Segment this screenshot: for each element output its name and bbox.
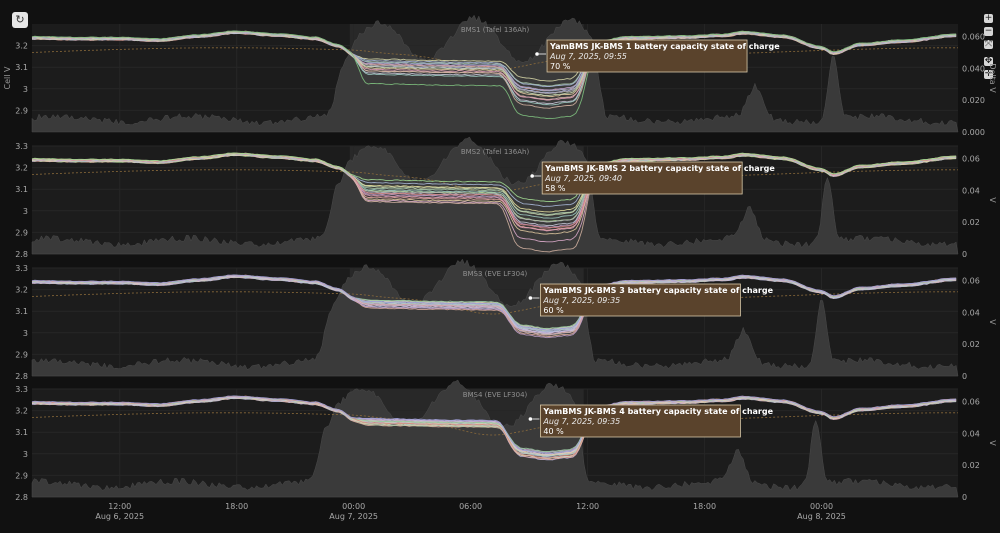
cell-voltage-line — [31, 30, 957, 119]
left-axis-title: Cell V — [3, 66, 12, 89]
tooltip-value: 58 % — [545, 184, 566, 193]
x-tick-label: 18:00 — [693, 502, 716, 511]
tooltip-marker — [535, 52, 539, 56]
y2-tick-label: 0.06 — [962, 277, 980, 286]
y-tick-label: 3 — [23, 450, 28, 459]
tooltip-value: 40 % — [543, 427, 564, 436]
y-tick-label: 3.1 — [15, 63, 28, 72]
x-tick-label: 00:00 — [342, 502, 365, 511]
y-tick-label: 3.3 — [15, 385, 28, 394]
y-tick-label: 2.8 — [15, 250, 28, 259]
y2-tick-label: 0.04 — [962, 308, 980, 317]
move-button[interactable]: ✛ — [984, 69, 993, 79]
reset-zoom-button[interactable]: ↻ — [12, 12, 28, 28]
y2-tick-label: 0 — [962, 493, 967, 502]
right-axis-title: V — [988, 319, 997, 325]
panel-title: BMS1 (Tafel 136Ah) — [461, 26, 530, 34]
tooltip-title: YamBMS JK-BMS 4 battery capacity state o… — [542, 407, 773, 416]
cell-voltage-line — [31, 395, 957, 454]
y-tick-label: 3 — [23, 207, 28, 216]
y-tick-label: 3.3 — [15, 264, 28, 273]
bms-panel: 2.8 2.9 3 3.1 3.2 3.3 0 0.02 0.04 0.06 BMS3 (EVE L… — [15, 258, 997, 381]
tooltip-time: Aug 7, 2025, 09:55 — [549, 52, 627, 61]
bms-panel: 2.8 2.9 3 3.1 3.2 3.3 0 0.02 0.04 0.06 BMS4 (EVE L… — [15, 379, 997, 502]
y-tick-label: 3.2 — [15, 407, 28, 416]
y2-tick-label: 0.06 — [962, 398, 980, 407]
tooltip-title: YamBMS JK-BMS 3 battery capacity state o… — [542, 286, 773, 295]
cell-voltage-line — [31, 274, 957, 331]
y-tick-label: 3 — [23, 85, 28, 94]
y-tick-label: 2.9 — [15, 228, 28, 237]
y-tick-label: 2.8 — [15, 372, 28, 381]
y2-tick-label: 0.02 — [962, 340, 980, 349]
tooltip-marker — [528, 417, 533, 421]
y-tick-label: 3.2 — [15, 42, 28, 51]
y2-tick-label: 0.000 — [962, 128, 985, 137]
tooltip-time: Aug 7, 2025, 09:40 — [544, 174, 622, 183]
y-tick-label: 2.9 — [15, 106, 28, 115]
y2-tick-label: 0.02 — [962, 218, 980, 227]
tooltip-value: 60 % — [543, 306, 564, 315]
y-tick-label: 2.9 — [15, 471, 28, 480]
y-tick-label: 3.3 — [15, 142, 28, 151]
y-tick-label: 3.1 — [15, 307, 28, 316]
y2-tick-label: 0.04 — [962, 186, 980, 195]
tooltip-marker — [530, 174, 534, 178]
zoom-out-button[interactable]: − — [984, 26, 993, 36]
right-axis-title: Delta V — [988, 63, 997, 93]
right-axis-title: V — [988, 197, 997, 203]
tooltip-box — [546, 39, 748, 73]
y2-tick-label: 0.06 — [962, 155, 980, 164]
y-tick-label: 3.2 — [15, 286, 28, 295]
y-tick-label: 3.1 — [15, 428, 28, 437]
tooltip-time: Aug 7, 2025, 09:35 — [542, 296, 620, 305]
delta-voltage-area — [31, 258, 959, 377]
x-tick-date-label: Aug 8, 2025 — [797, 512, 846, 521]
delta-voltage-area — [31, 379, 959, 498]
y2-tick-label: 0 — [962, 372, 967, 381]
pan-button[interactable]: ✥ — [984, 56, 993, 66]
y2-tick-label: 0 — [962, 250, 967, 259]
panel-title: BMS4 (EVE LF304) — [463, 391, 528, 399]
x-tick-label: 12:00 — [108, 502, 131, 511]
x-tick-label: 12:00 — [576, 502, 599, 511]
y-tick-label: 2.9 — [15, 350, 28, 359]
x-tick-label: 18:00 — [225, 502, 248, 511]
y2-tick-label: 0.02 — [962, 461, 980, 470]
bms-panel: 2.8 2.9 3 3.1 3.2 3.3 0 0.02 0.04 0.06 BMS2 (Tafel… — [15, 136, 997, 259]
y-tick-label: 3.1 — [15, 185, 28, 194]
average-voltage-line — [31, 291, 958, 315]
y-tick-label: 2.8 — [15, 493, 28, 502]
tooltip-title: YamBMS JK-BMS 1 battery capacity state o… — [549, 42, 780, 51]
y2-tick-label: 0.040 — [962, 64, 985, 73]
cell-voltage-line — [31, 152, 957, 203]
tooltip-marker — [528, 296, 533, 300]
tooltip-box — [540, 283, 741, 317]
tooltip-value: 70 % — [550, 62, 571, 71]
y2-tick-label: 0.04 — [962, 429, 980, 438]
x-tick-date-label: Aug 6, 2025 — [95, 512, 144, 521]
tooltip-box — [541, 161, 743, 195]
y-tick-label: 3.2 — [15, 164, 28, 173]
tooltip-time: Aug 7, 2025, 09:35 — [542, 417, 620, 426]
bms-panel: 2.9 3 3.1 3.2 0.000 0.020 0.040 0.060 BMS1 (Tafe… — [15, 14, 997, 137]
y-tick-label: 3 — [23, 329, 28, 338]
zoom-in-button[interactable]: + — [984, 13, 993, 23]
panel-title: BMS3 (EVE LF304) — [463, 270, 528, 278]
fit-view-button[interactable]: ⤧ — [984, 39, 993, 49]
y2-tick-label: 0.020 — [962, 96, 985, 105]
x-tick-label: 00:00 — [810, 502, 833, 511]
x-tick-date-label: Aug 7, 2025 — [329, 512, 378, 521]
average-voltage-line — [31, 412, 958, 436]
x-tick-label: 06:00 — [459, 502, 482, 511]
right-axis-title: V — [988, 440, 997, 446]
panel-title: BMS2 (Tafel 136Ah) — [461, 148, 530, 156]
y2-tick-label: 0.060 — [962, 33, 985, 42]
tooltip-title: YamBMS JK-BMS 2 battery capacity state o… — [544, 164, 775, 173]
tooltip-box — [540, 404, 741, 438]
